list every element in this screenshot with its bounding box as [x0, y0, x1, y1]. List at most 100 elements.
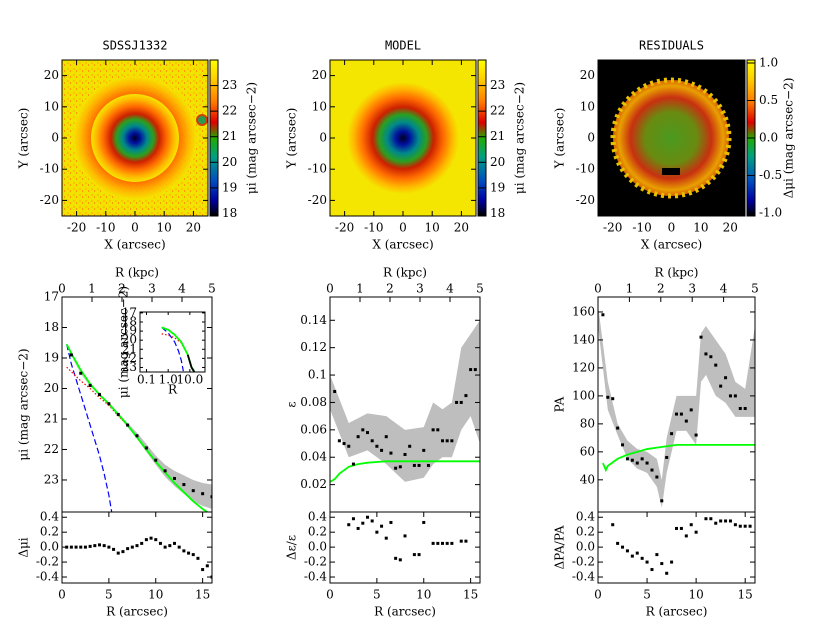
x2-tick-label: 1	[356, 282, 364, 296]
data-point	[107, 545, 111, 549]
data-point	[375, 444, 379, 448]
data-point	[210, 495, 212, 499]
y-tick-label: 10	[44, 99, 59, 113]
x-tick-label: 10	[416, 588, 431, 602]
x-tick-label: 15	[463, 588, 478, 602]
panel: 0 5 10 15 0.40.20.0-0.2-0.4 R (arcsec) ΔPA/PA	[553, 510, 756, 619]
y-tick-label: 17	[44, 290, 59, 304]
data-point	[205, 564, 209, 568]
y-tick-label: 23	[44, 472, 59, 486]
colorbar-label: Δμi (mag arcsec−2)	[782, 78, 796, 199]
y-tick-label: 0.4	[576, 510, 595, 524]
y-tick-label: -20	[576, 193, 595, 207]
y-tick-label: 22	[122, 351, 137, 365]
y-tick-label: 20	[312, 68, 327, 82]
x2-tick-label: 3	[688, 282, 696, 296]
data-point	[333, 389, 337, 393]
colorbar-tick-label: 20	[490, 155, 505, 169]
series-group	[330, 320, 480, 483]
data-point	[112, 547, 116, 551]
colorbar-tick-label: 22	[222, 104, 237, 118]
y-tick-label: 0.0	[308, 540, 327, 554]
data-point	[655, 553, 659, 557]
y-tick-label: 10	[312, 99, 327, 113]
x-tick-label: 0	[58, 588, 66, 602]
data-point	[79, 545, 83, 549]
x-tick-label: 1.0	[159, 373, 178, 387]
data-point	[714, 363, 718, 367]
data-point	[469, 368, 473, 372]
colorbar-tick-label: 23	[490, 78, 505, 92]
x-tick-label: 10	[693, 221, 708, 235]
x-tick-label: -10	[632, 221, 651, 235]
x-tick-label: -20	[335, 221, 354, 235]
panel: 0 5 10 15 0.40.20.0-0.2-0.4 R (arcsec) Δμi	[17, 510, 213, 619]
x-tick-label: 10	[148, 588, 163, 602]
data-point	[177, 545, 181, 549]
data-point	[140, 541, 144, 545]
image-model	[330, 60, 476, 216]
data-point	[361, 428, 365, 432]
x-axis-label: R (arcsec)	[106, 605, 168, 619]
data-point	[733, 394, 737, 398]
data-point	[69, 545, 73, 549]
y-tick-label: -10	[308, 162, 327, 176]
colorbar-tick-label: 20	[222, 155, 237, 169]
panel-title: SDSSJ1332	[102, 39, 167, 53]
colorbar-tick-label: 21	[222, 129, 237, 143]
y-tick-label: 60	[580, 444, 595, 458]
data-point	[665, 455, 669, 459]
x-tick-label: 0	[399, 221, 407, 235]
x2-tick-label: 5	[208, 282, 216, 296]
series-group	[347, 515, 468, 562]
x2-tick-label: 5	[751, 282, 759, 296]
y-axis-label: μi (mag arcsec−2)	[17, 348, 31, 460]
data-point	[121, 550, 125, 554]
data-point	[412, 553, 416, 557]
x2-tick-label: 1	[88, 282, 96, 296]
data-point	[403, 452, 407, 456]
y-tick-label: 18	[122, 315, 137, 329]
data-point	[704, 352, 708, 356]
y-tick-label: 23	[122, 360, 137, 374]
y-tick-label: 0.02	[300, 477, 327, 491]
image-residuals	[598, 60, 745, 216]
y-tick-label: 140	[572, 332, 595, 346]
y-axis-label: Δμi	[17, 537, 31, 557]
y-tick-label: 22	[44, 442, 59, 456]
data-point	[699, 335, 703, 339]
x2-tick-label: 2	[118, 282, 126, 296]
error-band	[71, 354, 212, 509]
y-tick-label: -0.4	[572, 570, 596, 584]
data-point	[422, 448, 426, 452]
x-tick-label: 10	[425, 221, 440, 235]
data-point	[464, 394, 468, 398]
data-point	[380, 448, 384, 452]
x-tick-label: -20	[67, 221, 86, 235]
data-point	[436, 428, 440, 432]
data-point	[201, 492, 205, 496]
data-point	[675, 412, 678, 416]
data-point	[356, 435, 360, 439]
y-tick-label: -0.2	[572, 555, 595, 569]
data-point	[621, 443, 625, 447]
y-tick-label: 0	[587, 131, 595, 145]
profile-line	[602, 443, 755, 473]
data-point	[670, 432, 674, 436]
series-group	[598, 304, 755, 508]
data-point	[394, 466, 398, 470]
data-point	[398, 465, 402, 469]
data-point	[196, 556, 200, 560]
data-point	[191, 489, 195, 493]
y-axis-label: μi (mag arcsec−2)	[117, 286, 131, 398]
y-tick-label: -0.4	[304, 570, 328, 584]
x-axis-label: R (arcsec)	[646, 605, 708, 619]
colorbar-tick-label: 1.0	[759, 56, 778, 70]
y-tick-label: 0.0	[576, 540, 595, 554]
data-point	[473, 368, 477, 372]
profile-line	[66, 366, 138, 438]
data-point	[366, 515, 369, 519]
data-point	[679, 526, 683, 530]
data-point	[441, 541, 444, 545]
data-point	[714, 521, 718, 525]
